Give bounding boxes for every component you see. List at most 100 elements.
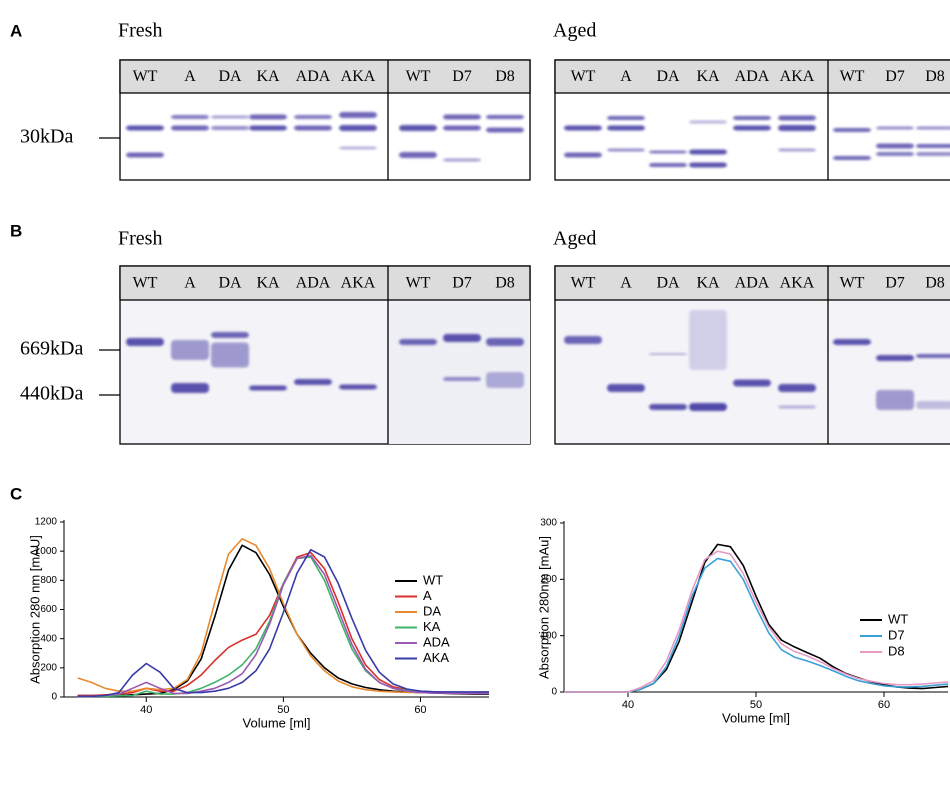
band [249, 385, 287, 391]
y-tick-label: 0 [551, 687, 557, 698]
band [564, 336, 602, 344]
lane-label: AKA [341, 68, 376, 85]
band [607, 116, 645, 120]
gel-header [554, 265, 950, 301]
lane-label: AKA [780, 275, 815, 292]
panel-label: A [10, 21, 22, 40]
band [916, 401, 950, 409]
lane-label: KA [256, 275, 280, 292]
band [211, 342, 249, 368]
gel-header [554, 59, 950, 94]
series-line [564, 550, 949, 693]
panel-label: B [10, 221, 22, 240]
y-tick-label: 1200 [35, 517, 58, 528]
legend-label: AKA [423, 650, 449, 665]
band [833, 156, 871, 160]
band [876, 152, 914, 156]
band [607, 148, 645, 152]
band [607, 384, 645, 392]
band [339, 112, 377, 118]
band [649, 404, 687, 410]
panel-label: C [10, 484, 22, 503]
lane-label: WT [406, 68, 431, 85]
band [733, 116, 771, 120]
band [833, 128, 871, 132]
gel-title: Fresh [118, 20, 162, 42]
band [778, 115, 816, 121]
band [649, 353, 687, 355]
lane-label: A [620, 68, 632, 85]
band [689, 120, 727, 124]
lane-label: DA [656, 68, 680, 85]
band [126, 125, 164, 131]
x-tick-label: 60 [414, 704, 426, 716]
band [916, 126, 950, 130]
band [876, 143, 914, 149]
lane-label: A [184, 68, 196, 85]
band [916, 144, 950, 148]
lane-label: DA [656, 275, 680, 292]
lane-label: D8 [495, 275, 515, 292]
band [211, 115, 249, 119]
legend-label: KA [423, 619, 441, 634]
lane-label: D7 [885, 275, 905, 292]
lane-label: WT [840, 68, 865, 85]
band [249, 125, 287, 131]
x-axis-label: Volume [ml] [722, 710, 790, 725]
band [443, 334, 481, 342]
band [689, 162, 727, 168]
band [294, 115, 332, 119]
lane-label: D8 [925, 68, 945, 85]
band [443, 158, 481, 162]
band [486, 338, 524, 346]
y-tick-label: 100 [540, 630, 557, 641]
lane-label: A [184, 275, 196, 292]
band [486, 372, 524, 388]
band [564, 152, 602, 158]
band [399, 152, 437, 158]
band [689, 149, 727, 155]
band [689, 403, 727, 411]
lane-label: ADA [735, 68, 770, 85]
lane-label: WT [840, 275, 865, 292]
band [249, 114, 287, 120]
legend-label: A [423, 588, 432, 603]
band [833, 339, 871, 345]
band [486, 127, 524, 133]
gel-title: Aged [553, 228, 596, 250]
band [689, 310, 727, 370]
band [607, 125, 645, 131]
gel-header [119, 59, 531, 94]
x-tick-label: 50 [750, 699, 762, 711]
x-axis-label: Volume [ml] [243, 715, 311, 730]
band [294, 125, 332, 131]
y-tick-label: 300 [540, 518, 557, 529]
band [443, 377, 481, 381]
lane-label: ADA [296, 68, 331, 85]
gel-title: Aged [553, 20, 596, 42]
band [171, 125, 209, 131]
band [339, 125, 377, 131]
band [171, 115, 209, 119]
y-tick-label: 200 [40, 662, 57, 673]
y-tick-label: 200 [540, 574, 557, 585]
y-tick-label: 1000 [35, 546, 58, 557]
gel-header [119, 265, 531, 301]
band [649, 150, 687, 154]
band [126, 338, 164, 346]
x-tick-label: 50 [277, 704, 289, 716]
lane-label: ADA [296, 275, 331, 292]
band [778, 384, 816, 392]
y-tick-label: 800 [40, 575, 57, 586]
band [211, 126, 249, 130]
band [733, 379, 771, 387]
lane-label: A [620, 275, 632, 292]
lane-label: KA [696, 275, 720, 292]
band [171, 340, 209, 360]
legend-label: ADA [423, 634, 450, 649]
y-tick-label: 0 [51, 692, 57, 703]
lane-label: WT [571, 275, 596, 292]
lane-label: AKA [341, 275, 376, 292]
lane-label: D7 [885, 68, 905, 85]
band [339, 384, 377, 390]
